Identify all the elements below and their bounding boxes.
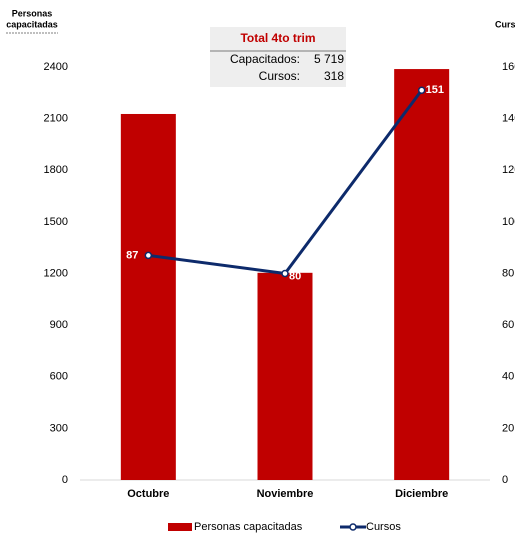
y2-tick-label: 160 [502, 61, 515, 73]
y2-tick-label: 140 [502, 113, 515, 125]
data-label: 151 [426, 84, 444, 96]
y-tick-label: 900 [50, 319, 68, 331]
bar [257, 272, 313, 480]
summary-value: 318 [324, 69, 344, 83]
y-tick-label: 0 [62, 474, 68, 486]
y-axis-label: Personas [12, 8, 53, 18]
summary-value: 5 719 [314, 52, 344, 66]
y2-tick-label: 20 [502, 422, 514, 434]
legend-label: Personas capacitadas [194, 521, 303, 533]
x-tick-label: Diciembre [395, 488, 448, 500]
summary-title: Total 4to trim [240, 31, 315, 45]
y2-axis-label: Cursos [495, 19, 515, 29]
y2-tick-label: 120 [502, 164, 515, 176]
legend-label: Cursos [366, 521, 401, 533]
line-point [417, 86, 426, 94]
line [148, 89, 423, 276]
summary-box [210, 27, 346, 87]
y-tick-label: 300 [50, 422, 68, 434]
y-tick-label: 2100 [44, 113, 68, 125]
x-tick-label: Noviembre [257, 488, 314, 500]
y-tick-label: 2400 [44, 61, 68, 73]
y2-tick-label: 40 [502, 371, 514, 383]
y-tick-label: 1500 [44, 216, 68, 228]
bar [394, 69, 450, 480]
y2-tick-label: 80 [502, 267, 514, 279]
line-point [144, 251, 153, 260]
data-label: 80 [289, 270, 301, 282]
y-axis-label: capacitadas [6, 19, 58, 29]
y2-tick-label: 100 [502, 216, 515, 228]
legend-swatch [349, 523, 357, 531]
data-label: 87 [126, 249, 138, 261]
line-point [281, 269, 289, 278]
y2-tick-label: 0 [502, 474, 508, 486]
summary-label: Capacitados: [230, 52, 300, 66]
legend-swatch [168, 523, 192, 531]
y-tick-label: 600 [50, 371, 68, 383]
bar [120, 113, 176, 480]
summary-label: Cursos: [259, 69, 300, 83]
y-tick-label: 1200 [44, 267, 68, 279]
y-tick-label: 1800 [44, 164, 68, 176]
y2-tick-label: 60 [502, 319, 514, 331]
x-tick-label: Octubre [127, 488, 169, 500]
